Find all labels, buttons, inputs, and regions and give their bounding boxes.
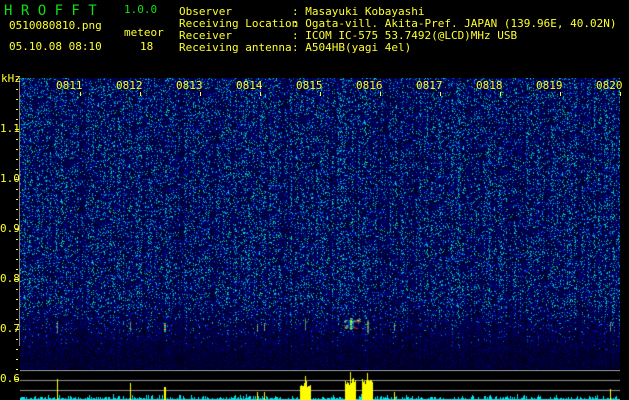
x-tick-mark — [380, 92, 381, 96]
y-minor-tick — [16, 289, 18, 290]
y-minor-tick — [16, 379, 18, 380]
datetime: 05.10.08 08:10 — [9, 40, 102, 53]
y-minor-tick — [16, 79, 18, 80]
y-minor-tick — [16, 199, 18, 200]
y-minor-tick — [16, 179, 18, 180]
x-tick-label: 0811 — [56, 79, 83, 92]
signal-strength-strip — [20, 370, 620, 400]
y-minor-tick — [16, 159, 18, 160]
info-value: : Ogata-vill. Akita-Pref. JAPAN (139.96E… — [292, 17, 617, 30]
filename: 0510080810.png — [9, 19, 102, 32]
y-minor-tick — [16, 99, 18, 100]
y-minor-tick — [16, 119, 18, 120]
y-minor-tick — [16, 169, 18, 170]
y-minor-tick — [16, 269, 18, 270]
x-tick-mark — [200, 92, 201, 96]
y-tick-label: 1.0 — [0, 172, 20, 185]
y-minor-tick — [16, 339, 18, 340]
y-tick-label: 0.7 — [0, 322, 20, 335]
x-tick-label: 0818 — [476, 79, 503, 92]
x-tick-label: 0819 — [536, 79, 563, 92]
x-tick-label: 0814 — [236, 79, 263, 92]
y-tick-label: 0.9 — [0, 222, 20, 235]
y-minor-tick — [16, 299, 18, 300]
meteor-count: 18 — [140, 40, 154, 53]
y-tick-label: 1.1 — [0, 122, 20, 135]
y-minor-tick — [16, 249, 18, 250]
y-minor-tick — [16, 329, 18, 330]
x-tick-label: 0815 — [296, 79, 323, 92]
x-tick-label: 0817 — [416, 79, 443, 92]
y-minor-tick — [16, 109, 18, 110]
y-minor-tick — [16, 209, 18, 210]
x-tick-mark — [140, 92, 141, 96]
info-label: Receiving Location — [179, 17, 299, 30]
y-minor-tick — [16, 129, 18, 130]
x-tick-mark — [260, 92, 261, 96]
app-version: 1.0.0 — [124, 3, 158, 16]
spectrogram — [20, 78, 620, 370]
y-minor-tick — [16, 349, 18, 350]
y-minor-tick — [16, 359, 18, 360]
x-tick-mark — [620, 92, 621, 96]
y-minor-tick — [16, 139, 18, 140]
x-tick-mark — [500, 92, 501, 96]
x-tick-label: 0813 — [176, 79, 203, 92]
info-value: : Masayuki Kobayashi — [292, 5, 425, 18]
meteor-label: meteor — [124, 26, 164, 39]
y-tick-label: 0.8 — [0, 272, 20, 285]
y-tick-label: 0.6 — [0, 372, 20, 385]
x-tick-mark — [320, 92, 321, 96]
info-label: Receiver — [179, 29, 232, 42]
y-minor-tick — [16, 259, 18, 260]
x-tick-mark — [560, 92, 561, 96]
y-minor-tick — [16, 219, 18, 220]
y-minor-tick — [16, 89, 18, 90]
y-minor-tick — [16, 239, 18, 240]
y-minor-tick — [16, 369, 18, 370]
y-axis-unit: kHz — [1, 72, 21, 85]
x-tick-label: 0816 — [356, 79, 383, 92]
info-label: Receiving antenna — [179, 41, 292, 54]
y-minor-tick — [16, 309, 18, 310]
x-tick-mark — [80, 92, 81, 96]
y-axis-line — [19, 78, 20, 346]
y-minor-tick — [16, 319, 18, 320]
info-value: : A504HB(yagi 4el) — [292, 41, 412, 54]
x-tick-mark — [440, 92, 441, 96]
info-label: Observer — [179, 5, 232, 18]
y-minor-tick — [16, 279, 18, 280]
info-value: : ICOM IC-575 53.7492(@LCD)MHz USB — [292, 29, 518, 42]
app-title: H R O F F T — [4, 3, 97, 19]
x-tick-label: 0812 — [116, 79, 143, 92]
x-tick-label: 0820 — [596, 79, 623, 92]
y-minor-tick — [16, 149, 18, 150]
y-minor-tick — [16, 229, 18, 230]
y-minor-tick — [16, 189, 18, 190]
